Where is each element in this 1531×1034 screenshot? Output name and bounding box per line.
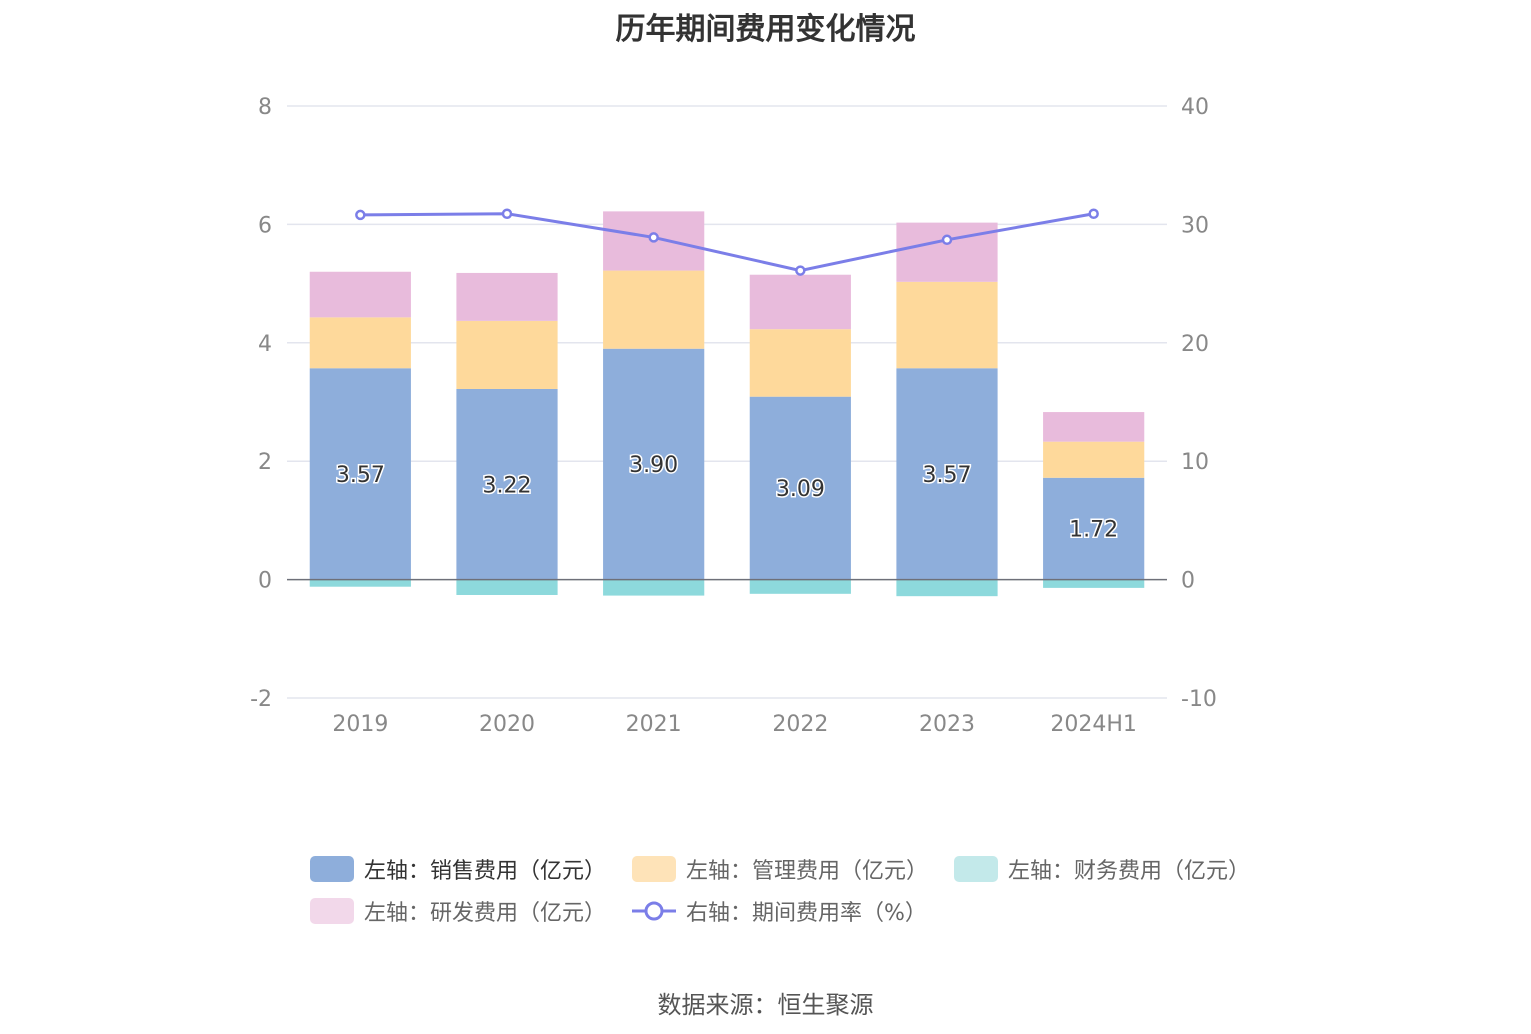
legend-swatch-admin: [632, 856, 677, 882]
expense-rate-line: [360, 212, 1094, 273]
expense-rate-point: [941, 234, 953, 246]
rnd-bar: [749, 274, 851, 330]
bar-series: [309, 211, 1145, 597]
x-tick-label: 2019: [332, 712, 388, 737]
sales-value-label: 3.90: [629, 453, 678, 478]
sales-bar: [896, 368, 998, 580]
legend-label: 左轴：管理费用（亿元）: [686, 859, 929, 884]
legend-swatch-rnd: [310, 898, 354, 924]
legend-item-admin[interactable]: 左轴：管理费用（亿元）: [632, 853, 928, 885]
data-labels: 3.57 3.22 3.90 3.09 3.57 1.72: [334, 452, 1119, 545]
left-tick-label: 0: [258, 569, 272, 594]
left-tick-label: 4: [258, 332, 272, 357]
legend-label: 右轴：期间费用率（%）: [686, 901, 927, 926]
right-tick-label: 0: [1181, 569, 1195, 594]
sales-value-label: 3.57: [336, 463, 385, 488]
legend-row: 左轴：销售费用（亿元） 左轴：管理费用（亿元） 左轴：财务费用（亿元）: [310, 848, 1250, 890]
sales-value-label: 1.72: [1069, 518, 1118, 543]
x-tick-label: 2021: [626, 712, 682, 737]
right-tick-label: -10: [1181, 687, 1217, 712]
expense-rate-point: [501, 208, 513, 219]
legend-label: 左轴：研发费用（亿元）: [364, 901, 607, 926]
right-tick-label: 30: [1181, 213, 1209, 238]
legend: 左轴：销售费用（亿元） 左轴：管理费用（亿元） 左轴：财务费用（亿元） 左轴：研…: [310, 848, 1250, 932]
rnd-bar: [1043, 412, 1145, 442]
finance-bar: [749, 579, 851, 594]
right-tick-label: 40: [1181, 95, 1209, 120]
x-tick-label: 2020: [479, 712, 535, 737]
sales-bar: [309, 368, 411, 580]
legend-label: 左轴：销售费用（亿元）: [364, 859, 607, 884]
finance-bar: [309, 579, 411, 587]
left-tick-label: -2: [250, 687, 272, 712]
admin-bar: [603, 270, 705, 349]
admin-bar: [896, 281, 998, 369]
right-y-axis: 40 30 20 10 0 -10: [1181, 95, 1217, 712]
right-tick-label: 10: [1181, 450, 1209, 475]
left-tick-label: 2: [258, 450, 272, 475]
expense-rate-point: [648, 232, 659, 243]
legend-swatch-finance: [954, 856, 999, 882]
sales-value-label: 3.09: [776, 477, 825, 502]
line-series: [355, 208, 1099, 276]
admin-bar: [309, 317, 411, 369]
finance-bar: [1043, 579, 1145, 588]
grid-lines: [287, 105, 1167, 699]
legend-item-finance[interactable]: 左轴：财务费用（亿元）: [954, 853, 1250, 885]
left-y-axis: 8 6 4 2 0 -2: [250, 95, 272, 712]
sales-bar: [1043, 477, 1145, 580]
sales-value-label: 3.57: [923, 463, 972, 488]
x-tick-label: 2024H1: [1050, 712, 1137, 737]
x-axis: 2019 2020 2021 2022 2023 2024H1: [332, 712, 1137, 737]
admin-bar: [1043, 441, 1145, 478]
rnd-bar: [309, 271, 411, 318]
left-tick-label: 8: [258, 95, 272, 120]
chart-title: 历年期间费用变化情况: [615, 12, 916, 47]
legend-item-expense-rate[interactable]: 右轴：期间费用率（%）: [632, 895, 927, 927]
x-tick-label: 2023: [919, 712, 975, 737]
legend-line-circle-icon: [632, 901, 677, 921]
legend-label: 左轴：财务费用（亿元）: [1008, 859, 1251, 884]
admin-bar: [456, 320, 558, 389]
legend-item-rnd[interactable]: 左轴：研发费用（亿元）: [310, 895, 606, 927]
expense-rate-point: [795, 265, 806, 276]
finance-bar: [603, 579, 705, 596]
sales-bar: [456, 388, 558, 580]
legend-row: 左轴：研发费用（亿元） 右轴：期间费用率（%）: [310, 890, 1250, 932]
right-tick-label: 20: [1181, 332, 1209, 357]
x-tick-label: 2022: [772, 712, 828, 737]
expense-rate-point: [1088, 208, 1099, 219]
rnd-bar: [896, 222, 998, 282]
sales-value-label: 3.22: [483, 473, 532, 498]
admin-bar: [749, 329, 851, 397]
rnd-bar: [456, 272, 558, 321]
finance-bar: [896, 579, 998, 597]
expense-rate-point: [355, 209, 366, 221]
finance-bar: [456, 579, 558, 595]
left-tick-label: 6: [258, 213, 272, 238]
sales-bar: [603, 348, 705, 580]
data-source-note: 数据来源：恒生聚源: [657, 991, 874, 1019]
legend-item-sales[interactable]: 左轴：销售费用（亿元）: [310, 853, 606, 885]
sales-bar: [749, 396, 851, 580]
legend-swatch-sales: [310, 856, 354, 882]
